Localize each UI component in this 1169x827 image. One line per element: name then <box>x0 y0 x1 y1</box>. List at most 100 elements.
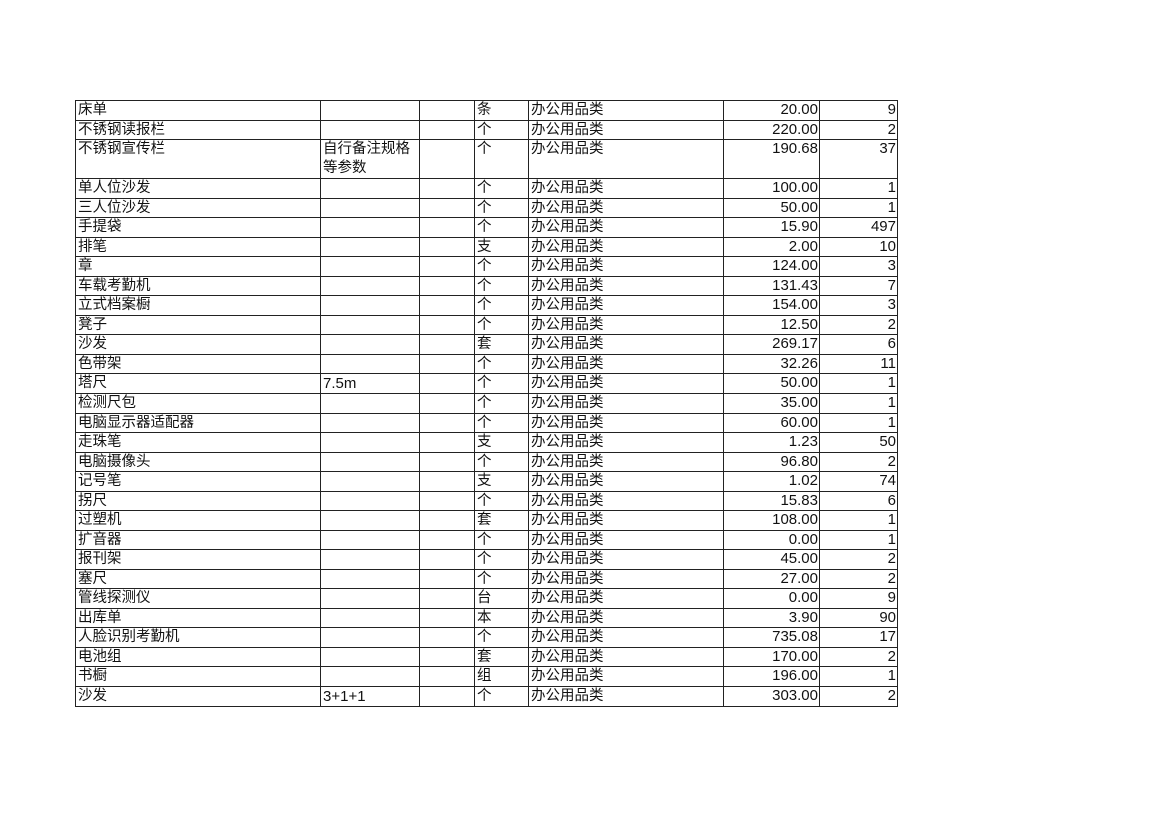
price-cell: 3.90 <box>723 607 820 628</box>
price-cell: 0.00 <box>723 588 820 609</box>
category-cell: 办公用品类 <box>528 314 724 335</box>
table-row: 塔尺 7.5m 个办公用品类 50.00 1 <box>75 373 898 394</box>
item-name-cell: 管线探测仪 <box>75 588 321 609</box>
table-row: 检测尺包 个办公用品类 35.00 1 <box>75 393 898 414</box>
item-name-cell: 色带架 <box>75 353 321 374</box>
spec-cell <box>320 334 420 355</box>
item-name-cell: 凳子 <box>75 314 321 335</box>
unit-cell: 个 <box>474 568 529 589</box>
spec-cell <box>320 451 420 472</box>
category-cell: 办公用品类 <box>528 119 724 140</box>
price-cell: 15.83 <box>723 490 820 511</box>
price-cell: 0.00 <box>723 529 820 550</box>
table-row: 手提袋 个办公用品类 15.90 497 <box>75 217 898 238</box>
table-row: 人脸识别考勤机 个办公用品类 735.08 17 <box>75 627 898 648</box>
spec-cell <box>320 412 420 433</box>
spec-cell <box>320 529 420 550</box>
spec-cell <box>320 471 420 492</box>
item-name-cell: 立式档案橱 <box>75 295 321 316</box>
category-cell: 办公用品类 <box>528 549 724 570</box>
unit-cell: 支 <box>474 432 529 453</box>
quantity-cell: 90 <box>819 607 898 628</box>
quantity-cell: 3 <box>819 295 898 316</box>
unit-cell: 个 <box>474 178 529 199</box>
category-cell: 办公用品类 <box>528 490 724 511</box>
unit-cell: 支 <box>474 471 529 492</box>
spec-cell: 7.5m <box>320 373 420 394</box>
spec-cell <box>320 295 420 316</box>
table-row: 书橱 组办公用品类 196.00 1 <box>75 666 898 687</box>
price-cell: 1.23 <box>723 432 820 453</box>
quantity-cell: 7 <box>819 275 898 296</box>
category-cell: 办公用品类 <box>528 568 724 589</box>
blank-cell <box>419 178 475 199</box>
blank-cell <box>419 490 475 511</box>
category-cell: 办公用品类 <box>528 275 724 296</box>
item-name-cell: 沙发 <box>75 685 321 707</box>
price-cell: 2.00 <box>723 236 820 257</box>
price-cell: 269.17 <box>723 334 820 355</box>
price-cell: 27.00 <box>723 568 820 589</box>
quantity-cell: 3 <box>819 256 898 277</box>
quantity-cell: 74 <box>819 471 898 492</box>
category-cell: 办公用品类 <box>528 100 724 121</box>
price-cell: 96.80 <box>723 451 820 472</box>
quantity-cell: 2 <box>819 646 898 667</box>
quantity-cell: 1 <box>819 373 898 394</box>
unit-cell: 个 <box>474 393 529 414</box>
spec-cell <box>320 510 420 531</box>
item-name-cell: 车载考勤机 <box>75 275 321 296</box>
price-cell: 735.08 <box>723 627 820 648</box>
table-row: 管线探测仪 台办公用品类 0.00 9 <box>75 588 898 609</box>
category-cell: 办公用品类 <box>528 627 724 648</box>
category-cell: 办公用品类 <box>528 646 724 667</box>
spec-cell: 3+1+1 <box>320 685 420 707</box>
unit-cell: 个 <box>474 685 529 707</box>
quantity-cell: 37 <box>819 139 898 179</box>
item-name-cell: 塞尺 <box>75 568 321 589</box>
blank-cell <box>419 588 475 609</box>
unit-cell: 组 <box>474 666 529 687</box>
item-name-cell: 塔尺 <box>75 373 321 394</box>
item-name-cell: 拐尺 <box>75 490 321 511</box>
table-row: 床单 条办公用品类 20.00 9 <box>75 100 898 121</box>
spec-cell <box>320 353 420 374</box>
spec-cell <box>320 314 420 335</box>
spec-cell <box>320 607 420 628</box>
blank-cell <box>419 412 475 433</box>
unit-cell: 台 <box>474 588 529 609</box>
category-cell: 办公用品类 <box>528 334 724 355</box>
blank-cell <box>419 393 475 414</box>
table-row: 过塑机 套办公用品类 108.00 1 <box>75 510 898 531</box>
blank-cell <box>419 197 475 218</box>
category-cell: 办公用品类 <box>528 451 724 472</box>
price-cell: 50.00 <box>723 373 820 394</box>
table-row: 章 个办公用品类 124.00 3 <box>75 256 898 277</box>
blank-cell <box>419 236 475 257</box>
quantity-cell: 1 <box>819 412 898 433</box>
quantity-cell: 2 <box>819 314 898 335</box>
category-cell: 办公用品类 <box>528 666 724 687</box>
unit-cell: 个 <box>474 490 529 511</box>
quantity-cell: 6 <box>819 490 898 511</box>
quantity-cell: 1 <box>819 197 898 218</box>
quantity-cell: 2 <box>819 549 898 570</box>
price-cell: 35.00 <box>723 393 820 414</box>
unit-cell: 个 <box>474 197 529 218</box>
blank-cell <box>419 685 475 707</box>
table-row: 拐尺 个办公用品类 15.83 6 <box>75 490 898 511</box>
unit-cell: 个 <box>474 549 529 570</box>
blank-cell <box>419 275 475 296</box>
unit-cell: 套 <box>474 646 529 667</box>
item-name-cell: 记号笔 <box>75 471 321 492</box>
item-name-cell: 床单 <box>75 100 321 121</box>
category-cell: 办公用品类 <box>528 295 724 316</box>
spec-cell: 自行备注规格等参数 <box>320 139 420 179</box>
unit-cell: 套 <box>474 334 529 355</box>
unit-cell: 本 <box>474 607 529 628</box>
quantity-cell: 1 <box>819 393 898 414</box>
blank-cell <box>419 295 475 316</box>
table-row: 电脑摄像头 个办公用品类 96.80 2 <box>75 451 898 472</box>
item-name-cell: 电脑摄像头 <box>75 451 321 472</box>
item-name-cell: 走珠笔 <box>75 432 321 453</box>
